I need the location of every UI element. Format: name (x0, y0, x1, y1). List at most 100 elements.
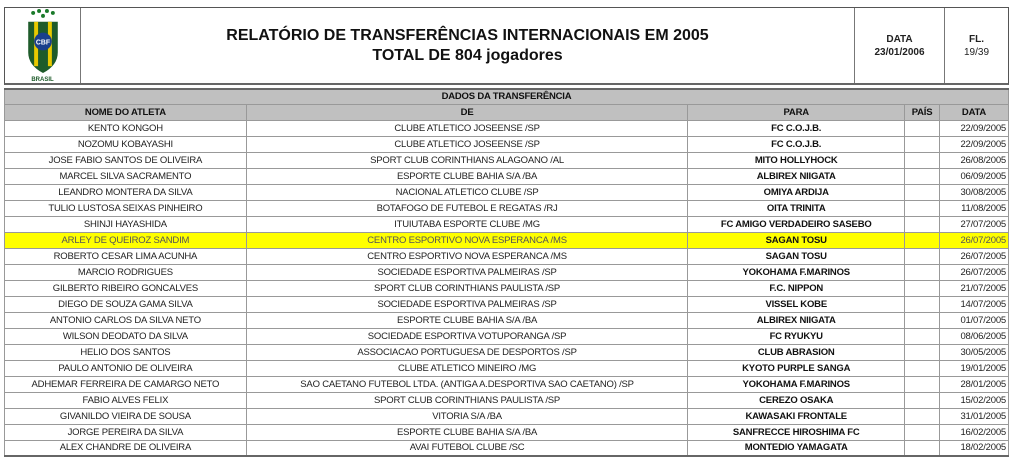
cell-de: ESPORTE CLUBE BAHIA S/A /BA (245, 167, 689, 185)
table-row: DIEGO DE SOUZA GAMA SILVA SOCIEDADE ESPOR… (4, 295, 1009, 313)
cell-de: BOTAFOGO DE FUTEBOL E REGATAS /RJ (245, 199, 689, 217)
table-row: KENTO KONGOH CLUBE ATLETICO JOSEENSE /SP F… (4, 119, 1009, 137)
report-date: 23/01/2006 (874, 46, 925, 58)
cell-pais (904, 247, 941, 265)
cell-nome: WILSON DEODATO DA SILVA (4, 327, 247, 345)
cell-para: MITO HOLLYHOCK (687, 151, 906, 169)
cell-de: SOCIEDADE ESPORTIVA PALMEIRAS /SP (245, 263, 689, 281)
table-row: HELIO DOS SANTOS ASSOCIACAO PORTUGUESA DE… (4, 343, 1009, 361)
cell-nome: KENTO KONGOH (4, 119, 247, 137)
cell-nome: MARCEL SILVA SACRAMENTO (4, 167, 247, 185)
cell-pais (904, 359, 941, 377)
cell-de: CENTRO ESPORTIVO NOVA ESPERANCA /MS (245, 247, 689, 265)
cell-de: SPORT CLUB CORINTHIANS ALAGOANO /AL (245, 151, 689, 169)
cell-de: SPORT CLUB CORINTHIANS PAULISTA /SP (245, 279, 689, 297)
cell-de: VITORIA S/A /BA (245, 407, 689, 425)
cell-nome: TULIO LUSTOSA SEIXAS PINHEIRO (4, 199, 247, 217)
svg-text:CBF: CBF (35, 39, 49, 46)
cell-nome: GILBERTO RIBEIRO GONCALVES (4, 279, 247, 297)
cell-nome: SHINJI HAYASHIDA (4, 215, 247, 233)
cell-de: SPORT CLUB CORINTHIANS PAULISTA /SP (245, 391, 689, 409)
cell-para: OITA TRINITA (687, 199, 906, 217)
cell-pais (904, 295, 941, 313)
date-label: DATA (886, 33, 913, 45)
col-data: DATA (939, 103, 1009, 121)
cell-de: ESPORTE CLUBE BAHIA S/A /BA (245, 311, 689, 329)
cell-data: 21/07/2005 (939, 279, 1009, 297)
table-row: ARLEY DE QUEIROZ SANDIM CENTRO ESPORTIVO … (4, 231, 1009, 249)
page-label: FL. (969, 33, 984, 45)
cell-data: 14/07/2005 (939, 295, 1009, 313)
cell-de: NACIONAL ATLETICO CLUBE /SP (245, 183, 689, 201)
cell-de: AVAI FUTEBOL CLUBE /SC (245, 439, 689, 457)
cell-nome: GIVANILDO VIEIRA DE SOUSA (4, 407, 247, 425)
cbf-logo: CBF BRASIL (5, 8, 81, 83)
table-row: ROBERTO CESAR LIMA ACUNHA CENTRO ESPORTIV… (4, 247, 1009, 265)
table-row: GIVANILDO VIEIRA DE SOUSA VITORIA S/A /BA… (4, 407, 1009, 425)
cell-para: VISSEL KOBE (687, 295, 906, 313)
table-row: LEANDRO MONTERA DA SILVA NACIONAL ATLETIC… (4, 183, 1009, 201)
cell-de: CLUBE ATLETICO JOSEENSE /SP (245, 135, 689, 153)
cell-nome: PAULO ANTONIO DE OLIVEIRA (4, 359, 247, 377)
cell-pais (904, 279, 941, 297)
cell-de: SAO CAETANO FUTEBOL LTDA. (ANTIGA A.DESP… (245, 375, 689, 393)
cell-data: 28/01/2005 (939, 375, 1009, 393)
cell-pais (904, 167, 941, 185)
table-row: MARCEL SILVA SACRAMENTO ESPORTE CLUBE BAH… (4, 167, 1009, 185)
cell-data: 01/07/2005 (939, 311, 1009, 329)
cell-data: 26/07/2005 (939, 247, 1009, 265)
report-header: CBF BRASIL RELATÓRIO DE TRANSFERÊNCIAS I… (4, 7, 1009, 85)
cell-nome: HELIO DOS SANTOS (4, 343, 247, 361)
cell-data: 31/01/2005 (939, 407, 1009, 425)
cell-pais (904, 263, 941, 281)
table-row: FABIO ALVES FELIX SPORT CLUB CORINTHIANS … (4, 391, 1009, 409)
cell-pais (904, 199, 941, 217)
cell-pais (904, 183, 941, 201)
cell-nome: LEANDRO MONTERA DA SILVA (4, 183, 247, 201)
cell-para: KYOTO PURPLE SANGA (687, 359, 906, 377)
cell-de: CLUBE ATLETICO JOSEENSE /SP (245, 119, 689, 137)
cell-pais (904, 231, 941, 249)
cell-de: CENTRO ESPORTIVO NOVA ESPERANCA /MS (245, 231, 689, 249)
cell-de: ASSOCIACAO PORTUGUESA DE DESPORTOS /SP (245, 343, 689, 361)
cell-data: 26/07/2005 (939, 231, 1009, 249)
cell-data: 22/09/2005 (939, 119, 1009, 137)
cell-de: SOCIEDADE ESPORTIVA VOTUPORANGA /SP (245, 327, 689, 345)
cell-data: 30/08/2005 (939, 183, 1009, 201)
cell-para: FC C.O.J.B. (687, 119, 906, 137)
cell-data: 22/09/2005 (939, 135, 1009, 153)
cell-para: FC RYUKYU (687, 327, 906, 345)
cell-para: F.C. NIPPON (687, 279, 906, 297)
table-row: MARCIO RODRIGUES SOCIEDADE ESPORTIVA PALM… (4, 263, 1009, 281)
cell-de: ITUIUTABA ESPORTE CLUBE /MG (245, 215, 689, 233)
cell-para: SAGAN TOSU (687, 247, 906, 265)
cell-pais (904, 215, 941, 233)
group-header: DADOS DA TRANSFERÊNCIA (4, 88, 1009, 105)
cell-nome: ARLEY DE QUEIROZ SANDIM (4, 231, 247, 249)
page-number: 19/39 (963, 46, 990, 58)
cell-data: 15/02/2005 (939, 391, 1009, 409)
cell-pais (904, 327, 941, 345)
cell-pais (904, 311, 941, 329)
table-row: SHINJI HAYASHIDA ITUIUTABA ESPORTE CLUBE … (4, 215, 1009, 233)
report-title: RELATÓRIO DE TRANSFERÊNCIAS INTERNACIONA… (226, 26, 709, 44)
cell-para: FC C.O.J.B. (687, 135, 906, 153)
cell-para: SAGAN TOSU (687, 231, 906, 249)
cell-para: OMIYA ARDIJA (687, 183, 906, 201)
cell-pais (904, 439, 941, 457)
cell-nome: JORGE PEREIRA DA SILVA (4, 423, 247, 441)
cell-nome: ROBERTO CESAR LIMA ACUNHA (4, 247, 247, 265)
cell-pais (904, 423, 941, 441)
cell-data: 18/02/2005 (939, 439, 1009, 457)
cell-pais (904, 407, 941, 425)
cell-data: 26/08/2005 (939, 151, 1009, 169)
cell-nome: ALEX CHANDRE DE OLIVEIRA (4, 439, 247, 457)
cbf-crest-icon: CBF (27, 8, 58, 74)
cell-pais (904, 119, 941, 137)
cell-de: CLUBE ATLETICO MINEIRO /MG (245, 359, 689, 377)
cell-nome: MARCIO RODRIGUES (4, 263, 247, 281)
cell-para: SANFRECCE HIROSHIMA FC (687, 423, 906, 441)
cell-para: YOKOHAMA F.MARINOS (687, 375, 906, 393)
table-row: JOSE FABIO SANTOS DE OLIVEIRA SPORT CLUB … (4, 151, 1009, 169)
table-row: ALEX CHANDRE DE OLIVEIRA AVAI FUTEBOL CLU… (4, 439, 1009, 457)
